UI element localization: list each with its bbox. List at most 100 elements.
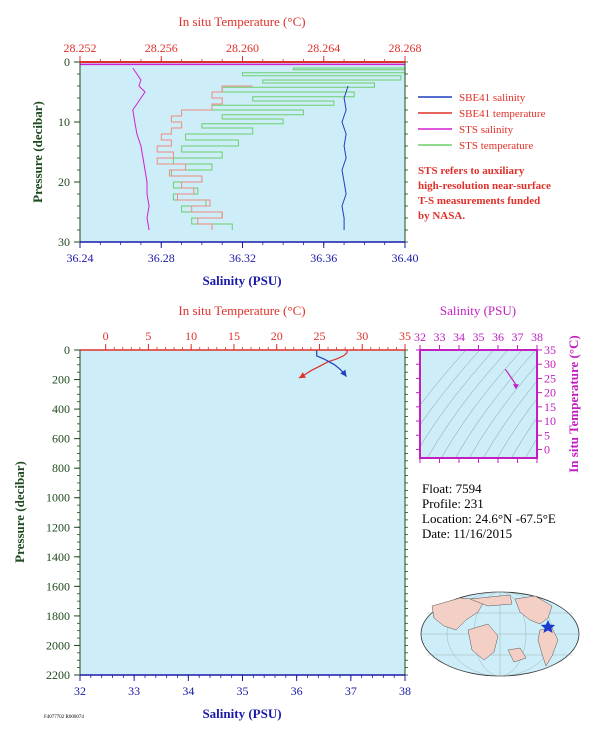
- bottom-temp-tick-label: 15: [228, 329, 240, 343]
- top-series-sts-salinity: [132, 67, 150, 231]
- sts-note-line-4: by NASA.: [418, 210, 465, 222]
- top-temp-tick-label: 28.260: [226, 41, 259, 55]
- bottom-temp-tick-label: 30: [356, 329, 368, 343]
- bottom-sal-tick-label: 35: [237, 684, 249, 698]
- top-pressure-axis-label: Pressure (decibar): [30, 101, 45, 203]
- bottom-sal-tick-label: 32: [74, 684, 86, 698]
- bottom-chart-ticks: 0 5 10 15 20 25 30 35 32 33 34 35 36 37 38 0 200 400 600 80…: [46, 329, 411, 698]
- ts-sal-tick-label: 36: [492, 330, 504, 344]
- bottom-pres-tick-label: 200: [52, 373, 70, 387]
- top-pres-tick-label: 0: [64, 55, 70, 69]
- top-sal-tick-label: 36.24: [67, 251, 94, 265]
- date-text: Date: 11/16/2015: [422, 526, 512, 541]
- bottom-sal-tick-label: 34: [182, 684, 194, 698]
- ts-isopycnal: [420, 350, 481, 426]
- top-plot-area: [80, 62, 405, 242]
- bottom-sal-tick-label: 37: [345, 684, 357, 698]
- ts-profile-arrowhead: [512, 384, 519, 390]
- footer-code: F4077702 R000074: [44, 715, 84, 720]
- top-temp-tick-label: 28.252: [64, 41, 97, 55]
- location-world-map: [420, 591, 580, 677]
- bottom-pres-tick-label: 1000: [46, 491, 70, 505]
- ts-isopycnal: [420, 350, 467, 406]
- bottom-series-arrowhead: [340, 369, 347, 377]
- ts-temp-axis-label: In situ Temperature (°C): [566, 335, 581, 473]
- ts-isopycnal: [455, 350, 537, 458]
- bottom-series-arrowhead: [298, 372, 306, 379]
- ts-temp-tick-label: 35: [544, 343, 556, 357]
- bottom-temp-tick-label: 25: [313, 329, 325, 343]
- ts-sal-tick-label: 35: [473, 330, 485, 344]
- bottom-temp-tick-label: 5: [145, 329, 151, 343]
- sts-note-line-1: STS refers to auxiliary: [418, 165, 525, 177]
- bottom-sal-tick-label: 33: [128, 684, 140, 698]
- top-pres-tick-label: 10: [58, 115, 70, 129]
- ts-sal-tick-label: 32: [414, 330, 426, 344]
- top-series-sbe41-salinity: [341, 85, 349, 230]
- legend-label-sbe-salinity: SBE41 salinity: [459, 92, 526, 104]
- bottom-sal-tick-label: 36: [291, 684, 303, 698]
- legend-label-sbe-temperature: SBE41 temperature: [459, 108, 546, 120]
- float-info-block: Float: 7594 Profile: 231 Location: 24.6°…: [422, 481, 556, 541]
- ts-sal-tick-label: 33: [434, 330, 446, 344]
- bottom-temp-tick-label: 0: [103, 329, 109, 343]
- sts-note-line-3: T-S measurements funded: [418, 195, 540, 207]
- ts-temp-tick-label: 0: [544, 442, 550, 456]
- bottom-sal-tick-label: 38: [399, 684, 411, 698]
- top-sal-tick-label: 36.36: [310, 251, 337, 265]
- ts-isopycnal: [483, 380, 537, 458]
- bottom-pres-tick-label: 1200: [46, 520, 70, 534]
- ts-plot-area: [420, 350, 537, 458]
- bottom-pres-tick-label: 2000: [46, 638, 70, 652]
- bottom-temp-tick-label: 10: [185, 329, 197, 343]
- bottom-pres-tick-label: 1400: [46, 550, 70, 564]
- top-pres-tick-label: 20: [58, 175, 70, 189]
- near-surface-chart: 28.252 28.256 28.260 28.264 28.268 36.24 36.28…: [30, 14, 551, 288]
- bottom-pres-tick-label: 1600: [46, 579, 70, 593]
- float-id-text: Float: 7594: [422, 481, 482, 496]
- bottom-temp-tick-label: 20: [271, 329, 283, 343]
- ts-temp-tick-label: 25: [544, 371, 556, 385]
- ts-isopycnal: [497, 398, 537, 458]
- bottom-temp-tick-label: 35: [399, 329, 411, 343]
- legend-label-sts-temperature: STS temperature: [459, 140, 533, 152]
- ts-isopycnal: [420, 350, 495, 448]
- top-series-sbe41-temperature: [156, 85, 253, 230]
- top-series-group: [80, 63, 406, 231]
- top-sal-tick-label: 36.32: [229, 251, 256, 265]
- top-chart-ticks: 28.252 28.256 28.260 28.264 28.268 36.24 36.28…: [58, 41, 422, 265]
- ts-isopycnal: [525, 438, 537, 458]
- map-continents: [431, 594, 559, 667]
- legend-label-sts-salinity: STS salinity: [459, 124, 514, 136]
- bottom-plot-area: [80, 350, 405, 675]
- profile-text: Profile: 231: [422, 496, 484, 511]
- top-temp-tick-label: 28.264: [307, 41, 340, 55]
- ts-isopycnal: [469, 364, 537, 458]
- bottom-pres-tick-label: 400: [52, 402, 70, 416]
- bottom-pres-tick-label: 0: [64, 343, 70, 357]
- ts-series-group: [504, 368, 519, 390]
- ts-isopycnal: [511, 417, 537, 458]
- bottom-pres-tick-label: 1800: [46, 609, 70, 623]
- bottom-pres-tick-label: 800: [52, 461, 70, 475]
- bottom-temp-axis-label: In situ Temperature (°C): [178, 303, 305, 318]
- bottom-pres-tick-label: 2200: [46, 668, 70, 682]
- top-sal-axis-label: Salinity (PSU): [202, 273, 281, 288]
- location-text: Location: 24.6°N -67.5°E: [422, 511, 556, 526]
- sts-note-line-2: high-resolution near-surface: [418, 180, 551, 192]
- top-series-sts-temperature: [170, 67, 406, 230]
- ts-sal-tick-label: 37: [512, 330, 524, 344]
- ts-temp-tick-label: 30: [544, 357, 556, 371]
- ts-temp-tick-label: 15: [544, 400, 556, 414]
- ts-isopycnal: [427, 350, 509, 458]
- ts-sal-tick-label: 38: [531, 330, 543, 344]
- bottom-pres-tick-label: 600: [52, 432, 70, 446]
- float-location-marker: [540, 620, 556, 633]
- ts-isopycnal: [441, 350, 523, 458]
- ts-temp-tick-label: 10: [544, 414, 556, 428]
- top-temp-tick-label: 28.268: [389, 41, 422, 55]
- top-sal-tick-label: 36.28: [148, 251, 175, 265]
